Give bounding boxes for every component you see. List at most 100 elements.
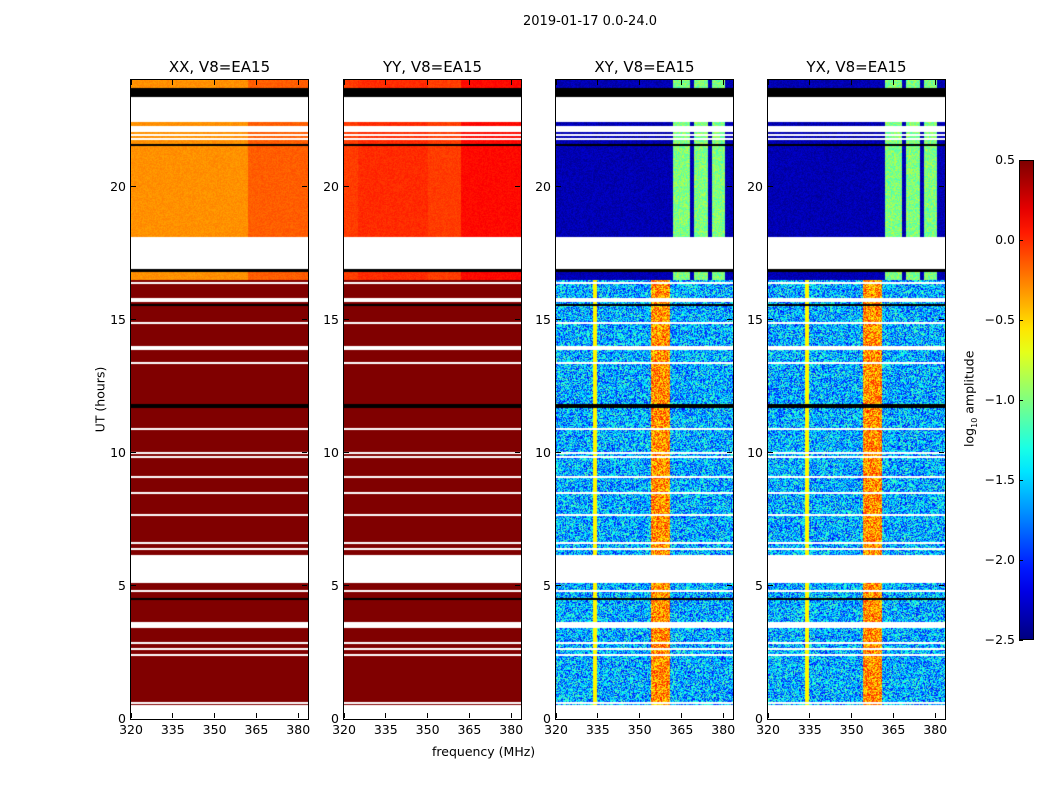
colorbar-tick-mark	[1019, 559, 1023, 561]
y-tick-mark	[302, 585, 307, 587]
y-tick-label: 0	[118, 711, 126, 726]
y-tick-mark	[131, 718, 136, 720]
x-tick-label: 350	[202, 722, 227, 737]
x-tick-label: 320	[119, 722, 143, 737]
y-tick-label: 0	[543, 711, 551, 726]
x-tick-label: 350	[627, 722, 652, 737]
y-tick-mark	[344, 585, 349, 587]
x-tick-mark	[172, 713, 174, 718]
y-tick-mark	[344, 319, 349, 321]
y-tick-mark	[768, 186, 773, 187]
x-tick-mark	[680, 713, 682, 718]
x-tick-label: 320	[332, 722, 356, 737]
y-tick-mark	[302, 718, 307, 720]
panel-xx: XX, V8=EA15 320 335 350 365 380 0 5 10 15 20	[110, 58, 310, 737]
colorbar-tick-mark	[1019, 319, 1023, 321]
y-tick-label: 5	[331, 577, 339, 593]
heatmap-image	[131, 80, 308, 719]
x-tick-mark	[680, 80, 682, 85]
x-tick-mark	[597, 80, 599, 85]
colorbar-tick-mark	[1019, 159, 1023, 161]
y-tick-mark	[131, 452, 136, 454]
figure-title: 2019-01-17 0.0-24.0	[523, 14, 657, 29]
y-tick-mark	[939, 186, 944, 187]
x-tick-mark	[809, 713, 811, 718]
y-tick-mark	[515, 186, 520, 187]
y-tick-label: 5	[118, 577, 126, 593]
colorbar-tick-label: −2.5	[984, 632, 1015, 647]
y-tick-label: 5	[543, 577, 551, 593]
x-tick-mark	[343, 713, 345, 718]
x-tick-mark	[297, 80, 299, 85]
x-tick-label: 365	[881, 722, 906, 737]
x-tick-mark	[214, 80, 216, 85]
x-tick-label: 365	[244, 722, 269, 737]
y-tick-mark	[727, 186, 732, 187]
y-tick-mark	[344, 452, 349, 454]
x-tick-mark	[597, 713, 599, 718]
y-tick-mark	[768, 718, 773, 720]
y-tick-label: 15	[110, 311, 126, 327]
colorbar-tick-mark	[1019, 639, 1023, 641]
x-tick-label: 380	[286, 722, 311, 737]
y-tick-mark	[939, 452, 944, 454]
x-tick-mark	[130, 713, 132, 718]
x-tick-mark	[214, 713, 216, 718]
y-tick-mark	[939, 718, 944, 720]
y-tick-label: 15	[535, 311, 551, 327]
panel-xy: XY, V8=EA15 320 335 350 365 380 0 5 10 15 20	[535, 58, 735, 737]
x-tick-label: 350	[415, 722, 440, 737]
y-tick-mark	[727, 319, 732, 321]
y-tick-label: 10	[535, 444, 551, 460]
heatmap-image	[768, 80, 945, 719]
y-tick-mark	[939, 319, 944, 321]
panel-title: YY, V8=EA15	[382, 58, 483, 76]
x-tick-label: 320	[756, 722, 780, 737]
x-tick-mark	[767, 713, 769, 718]
x-tick-mark	[510, 713, 512, 718]
x-tick-label: 335	[585, 722, 610, 737]
x-tick-mark	[767, 80, 769, 85]
y-tick-label: 10	[323, 444, 339, 460]
x-tick-mark	[427, 80, 429, 85]
y-tick-mark	[515, 585, 520, 587]
y-tick-label: 15	[747, 311, 763, 327]
x-tick-mark	[255, 713, 257, 718]
y-tick-mark	[768, 319, 773, 321]
y-tick-mark	[515, 452, 520, 454]
colorbar-tick-mark	[1019, 399, 1023, 401]
y-tick-mark	[556, 585, 561, 587]
y-tick-mark	[302, 186, 307, 187]
colorbar-tick-label: −2.0	[984, 552, 1015, 567]
x-tick-mark	[172, 80, 174, 85]
y-tick-mark	[768, 585, 773, 587]
x-tick-mark	[555, 80, 557, 85]
y-tick-mark	[556, 319, 561, 321]
x-tick-mark	[934, 713, 936, 718]
y-tick-label: 10	[110, 444, 126, 460]
x-tick-label: 380	[923, 722, 948, 737]
panel-yy: YY, V8=EA15 320 335 350 365 380 0 5 10 15 20	[323, 58, 523, 737]
x-axis-label: frequency (MHz)	[432, 744, 536, 759]
colorbar-tick-label: 0.5	[995, 152, 1015, 167]
panel-yx: YX, V8=EA15 320 335 350 365 380 0 5 10 15 20	[747, 58, 947, 737]
x-tick-label: 350	[839, 722, 864, 737]
panel-title: XY, V8=EA15	[594, 58, 695, 76]
y-tick-label: 10	[747, 444, 763, 460]
x-tick-label: 320	[544, 722, 568, 737]
y-tick-label: 20	[323, 178, 339, 194]
y-tick-mark	[727, 585, 732, 587]
x-tick-mark	[427, 713, 429, 718]
x-tick-mark	[385, 713, 387, 718]
x-tick-mark	[555, 713, 557, 718]
x-tick-label: 380	[711, 722, 736, 737]
y-tick-mark	[727, 718, 732, 720]
y-tick-mark	[344, 718, 349, 720]
x-tick-mark	[851, 80, 853, 85]
colorbar-tick-label: −1.5	[984, 472, 1015, 487]
y-tick-mark	[556, 452, 561, 454]
y-tick-label: 5	[755, 577, 763, 593]
x-tick-mark	[297, 713, 299, 718]
y-tick-label: 20	[747, 178, 763, 194]
